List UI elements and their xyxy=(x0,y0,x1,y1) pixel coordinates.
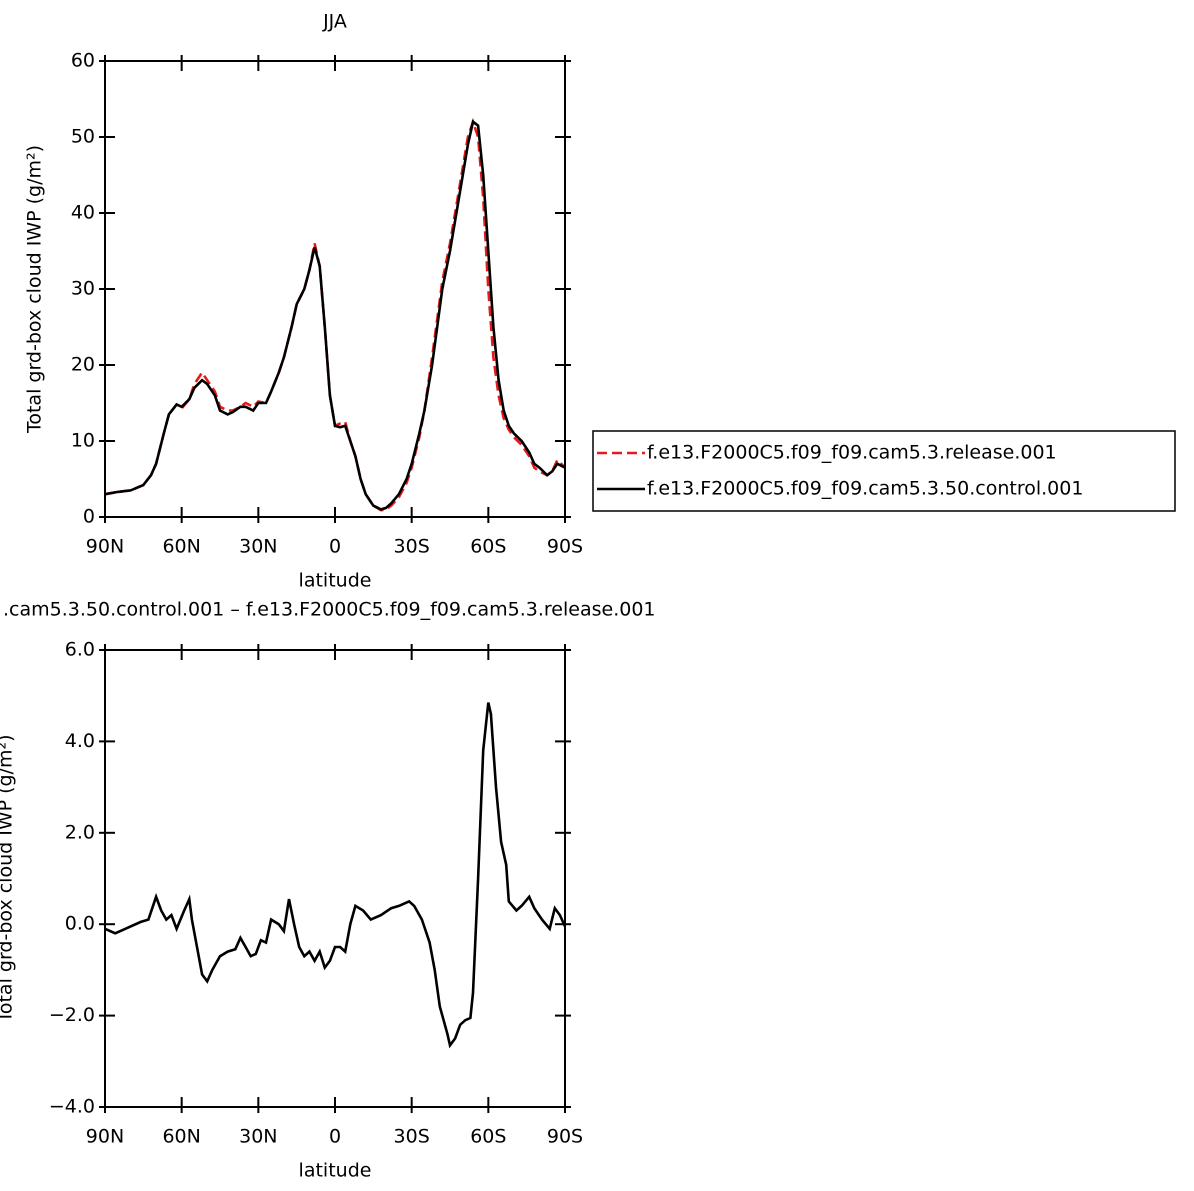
chart-title: JJA xyxy=(322,11,347,33)
x-tick-label: 30S xyxy=(394,1126,430,1148)
plot-frame xyxy=(104,60,566,518)
y-tick-label: −2.0 xyxy=(49,1004,95,1026)
y-tick-label: 10 xyxy=(71,430,95,452)
y-axis-label: Total grd-box cloud IWP (g/m²) xyxy=(24,145,46,434)
x-tick-label: 60N xyxy=(162,1126,200,1148)
x-tick-label: 30N xyxy=(239,536,277,558)
y-tick-label: 30 xyxy=(71,278,95,300)
x-axis-label: latitude xyxy=(299,570,372,592)
y-tick-label: −4.0 xyxy=(49,1096,95,1118)
y-tick-label: 60 xyxy=(71,50,95,72)
x-axis-label: latitude xyxy=(299,1160,372,1182)
x-tick-label: 0 xyxy=(329,1126,341,1148)
y-tick-label: 50 xyxy=(71,126,95,148)
data-line xyxy=(104,702,567,1049)
x-tick-label: 90N xyxy=(86,536,124,558)
x-tick-label: 60S xyxy=(470,536,506,558)
y-tick-label: 0 xyxy=(83,506,95,528)
x-tick-label: 0 xyxy=(329,536,341,558)
legend-box xyxy=(592,430,1176,512)
y-tick-label: 6.0 xyxy=(65,639,95,661)
x-tick-label: 90S xyxy=(547,1126,583,1148)
y-tick-label: 20 xyxy=(71,354,95,376)
x-tick-label: 30N xyxy=(239,1126,277,1148)
x-tick-label: 90S xyxy=(547,536,583,558)
data-line xyxy=(104,119,566,511)
y-axis-label: Total grd-box cloud IWP (g/m²) xyxy=(0,734,17,1023)
y-tick-label: 4.0 xyxy=(65,730,95,752)
y-tick-label: 0.0 xyxy=(65,913,95,935)
y-tick-label: 2.0 xyxy=(65,821,95,843)
x-tick-label: 90N xyxy=(86,1126,124,1148)
legend-label: f.e13.F2000C5.f09_f09.cam5.3.50.control.… xyxy=(647,478,1083,500)
legend-label: f.e13.F2000C5.f09_f09.cam5.3.release.001 xyxy=(647,442,1057,464)
x-tick-label: 60S xyxy=(470,1126,506,1148)
plot-frame xyxy=(104,649,566,1108)
chart-title: .cam5.3.50.control.001 – f.e13.F2000C5.f… xyxy=(3,599,656,621)
y-tick-label: 40 xyxy=(71,202,95,224)
data-line xyxy=(104,117,566,512)
x-tick-label: 60N xyxy=(162,536,200,558)
x-tick-label: 30S xyxy=(394,536,430,558)
